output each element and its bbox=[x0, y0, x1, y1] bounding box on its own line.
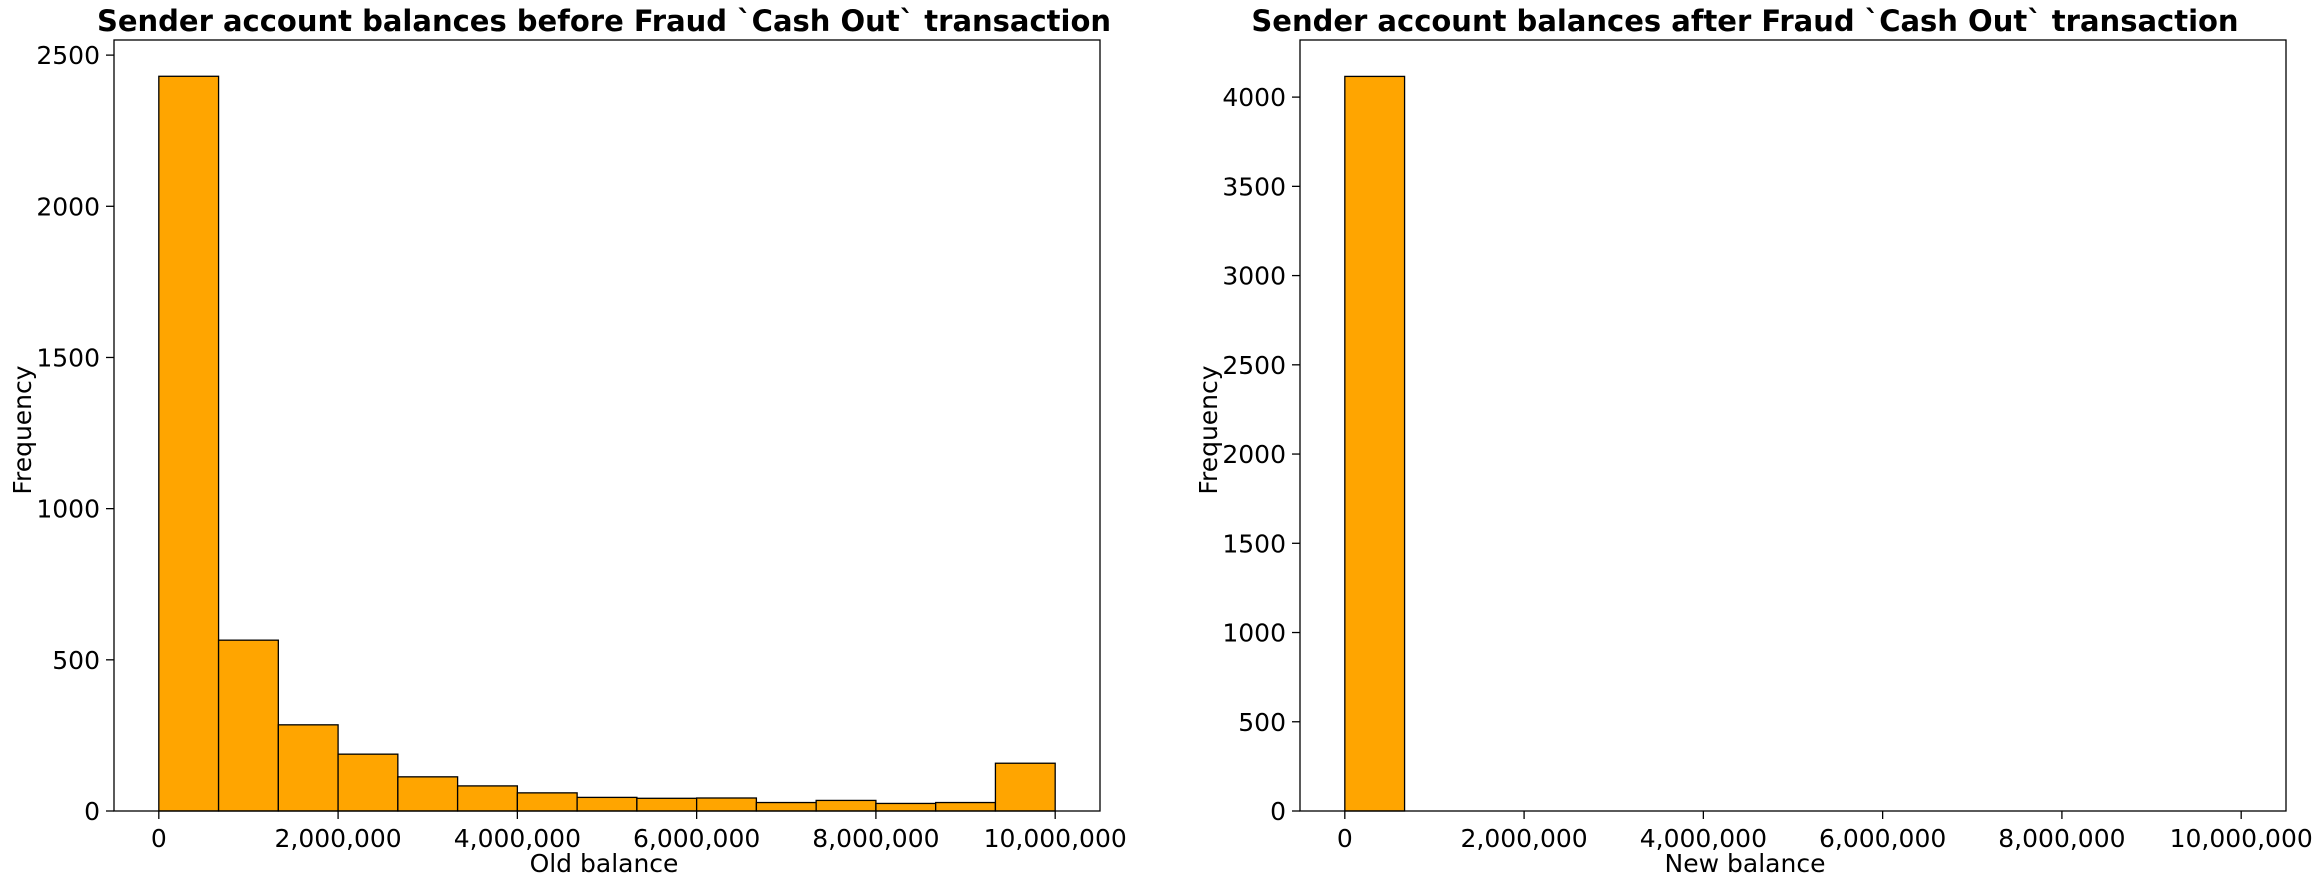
x-tick-label: 2,000,000 bbox=[274, 824, 401, 853]
y-tick-label: 0 bbox=[84, 797, 100, 826]
y-tick-label: 2500 bbox=[36, 41, 100, 70]
y-tick-label: 0 bbox=[1270, 797, 1286, 826]
histogram-bar bbox=[935, 801, 997, 812]
x-axis-label: Old balance bbox=[530, 849, 679, 878]
y-tick-label: 2000 bbox=[36, 192, 100, 221]
histogram-bar bbox=[516, 792, 578, 812]
x-tick-label: 8,000,000 bbox=[1998, 824, 2125, 853]
y-tick-label: 3000 bbox=[1222, 262, 1286, 291]
histogram-bar bbox=[217, 639, 279, 812]
x-tick-label: 8,000,000 bbox=[812, 824, 939, 853]
histogram-bar bbox=[994, 762, 1056, 812]
bars-group bbox=[1344, 75, 1406, 812]
x-tick-label: 6,000,000 bbox=[633, 824, 760, 853]
y-tick-label: 2500 bbox=[1222, 351, 1286, 380]
chart-after-cash-out: Sender account balances after Fraud `Cas… bbox=[1194, 4, 2313, 878]
x-tick-label: 10,000,000 bbox=[984, 824, 1127, 853]
bars-group bbox=[158, 75, 1056, 812]
histogram-bar bbox=[755, 801, 817, 812]
histogram-bar bbox=[158, 75, 220, 812]
histogram-bar bbox=[337, 753, 399, 812]
histogram-bar bbox=[815, 799, 877, 812]
y-ticks: 0 500 1000 1500 2000 2500 3000 3500 4000 bbox=[1222, 83, 1300, 826]
x-tick-label: 10,000,000 bbox=[2170, 824, 2313, 853]
histogram-bar bbox=[875, 802, 937, 812]
plot-frame bbox=[113, 39, 1101, 812]
chart-title: Sender account balances after Fraud `Cas… bbox=[1251, 4, 2238, 38]
chart-before-cash-out: Sender account balances before Fraud `Ca… bbox=[8, 4, 1127, 878]
histogram-bar bbox=[277, 724, 339, 812]
x-tick-label: 6,000,000 bbox=[1819, 824, 1946, 853]
x-tick-label: 4,000,000 bbox=[1640, 824, 1767, 853]
x-ticks: 0 2,000,000 4,000,000 6,000,000 8,000,000 10,… bbox=[151, 811, 1127, 853]
histogram-bar bbox=[636, 797, 698, 812]
y-tick-label: 1500 bbox=[1222, 529, 1286, 558]
histogram-bar bbox=[397, 776, 459, 812]
plot-frame bbox=[1299, 39, 2287, 812]
y-tick-label: 4000 bbox=[1222, 83, 1286, 112]
y-axis-label: Frequency bbox=[8, 365, 37, 494]
x-tick-label: 4,000,000 bbox=[454, 824, 581, 853]
y-tick-label: 1500 bbox=[36, 343, 100, 372]
x-tick-label: 0 bbox=[1337, 824, 1353, 853]
chart-title: Sender account balances before Fraud `Ca… bbox=[97, 4, 1111, 38]
x-axis-label: New balance bbox=[1665, 849, 1826, 878]
y-tick-label: 1000 bbox=[36, 495, 100, 524]
y-tick-label: 2000 bbox=[1222, 440, 1286, 469]
x-ticks: 0 2,000,000 4,000,000 6,000,000 8,000,000 10,… bbox=[1337, 811, 2313, 853]
y-tick-label: 3500 bbox=[1222, 172, 1286, 201]
y-axis-label: Frequency bbox=[1194, 365, 1223, 494]
histogram-bar bbox=[1344, 75, 1406, 812]
histogram-bar bbox=[456, 785, 519, 812]
y-tick-label: 500 bbox=[52, 646, 100, 675]
histogram-bar bbox=[576, 796, 638, 812]
x-tick-label: 0 bbox=[151, 824, 167, 853]
y-tick-label: 500 bbox=[1238, 708, 1286, 737]
x-tick-label: 2,000,000 bbox=[1460, 824, 1587, 853]
y-ticks: 0 500 1000 1500 2000 2500 bbox=[36, 41, 114, 826]
y-tick-label: 1000 bbox=[1222, 619, 1286, 648]
histogram-bar bbox=[695, 797, 758, 812]
